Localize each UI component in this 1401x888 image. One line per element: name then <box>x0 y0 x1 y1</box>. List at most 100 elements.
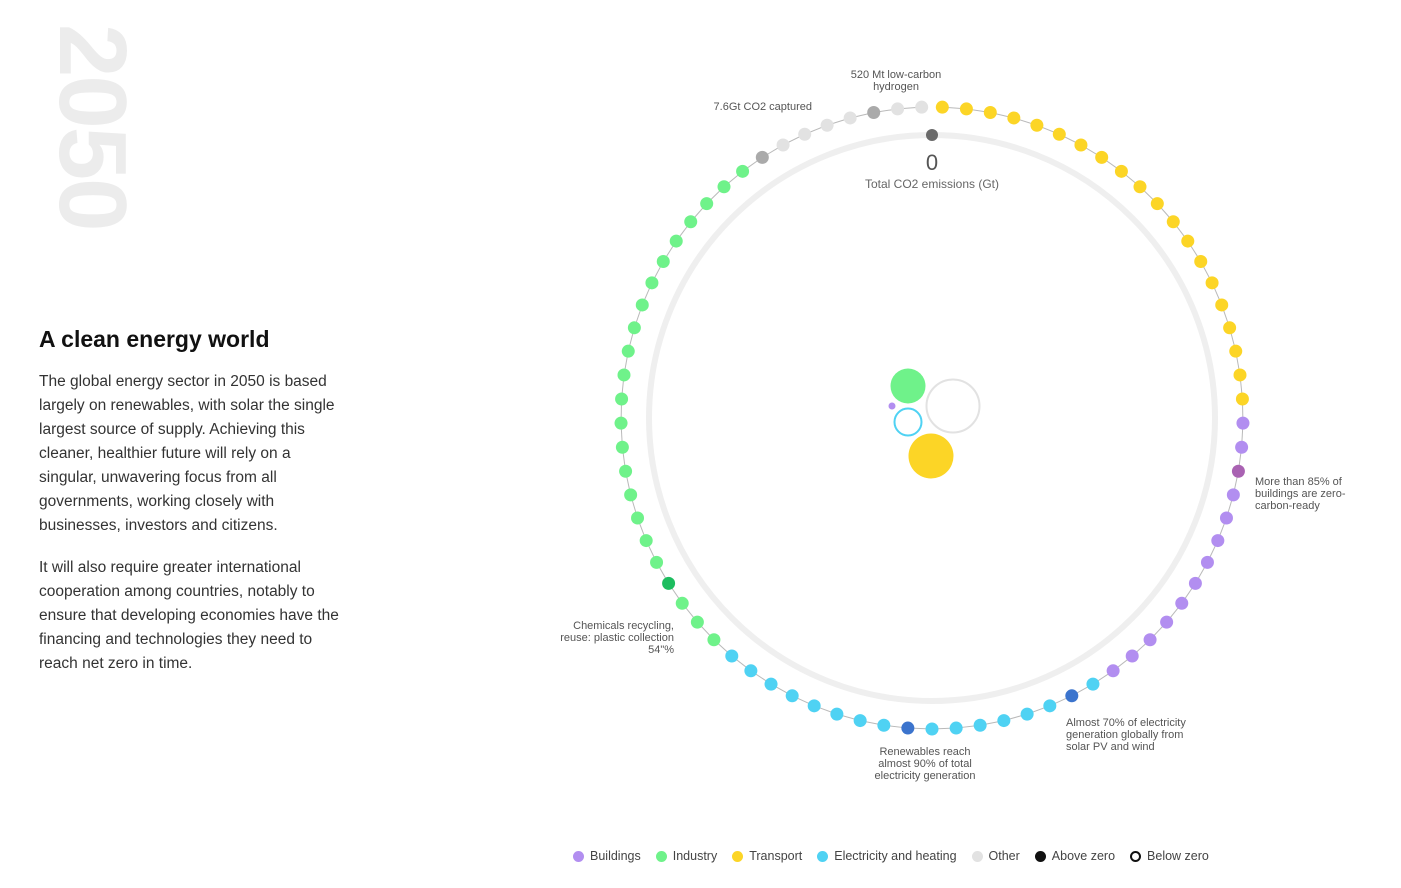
ring-dot-industry[interactable] <box>662 576 676 590</box>
ring-dot-industry[interactable] <box>684 215 698 229</box>
legend-label: Below zero <box>1147 849 1209 863</box>
ring-dot-transport[interactable] <box>1233 368 1247 382</box>
ring-dot-transport[interactable] <box>959 102 973 116</box>
ring-dot-electricity[interactable] <box>1043 699 1057 713</box>
ring-dot-industry[interactable] <box>707 633 721 647</box>
ring-dot-transport[interactable] <box>1205 276 1219 290</box>
ring-dot-electricity[interactable] <box>764 677 778 691</box>
ring-dot-industry[interactable] <box>617 368 631 382</box>
ring-dot-other[interactable] <box>820 118 834 132</box>
legend-label: Buildings <box>590 849 641 863</box>
ring-dot-other[interactable] <box>891 102 905 116</box>
emissions-ring-diagram[interactable]: 0 Total CO2 emissions (Gt) 520 Mt low-ca… <box>530 55 1390 815</box>
ring-dot-buildings[interactable] <box>1143 633 1157 647</box>
ring-dot-transport[interactable] <box>1114 164 1128 178</box>
ring-dot-electricity[interactable] <box>925 722 939 736</box>
ring-dot-industry[interactable] <box>736 164 750 178</box>
ring-dot-electricity[interactable] <box>1020 707 1034 721</box>
ring-dot-transport[interactable] <box>1194 254 1208 268</box>
ring-dot-industry[interactable] <box>639 534 653 548</box>
ring-dot-transport[interactable] <box>983 106 997 120</box>
ring-dot-transport[interactable] <box>935 100 949 114</box>
ring-dot-industry[interactable] <box>717 180 731 194</box>
ring-dot-electricity[interactable] <box>949 721 963 735</box>
ring-dot-electricity[interactable] <box>830 707 844 721</box>
ring-dot-industry[interactable] <box>615 392 629 406</box>
ring-dot-transport[interactable] <box>1223 321 1237 335</box>
ring-dot-transport[interactable] <box>1229 344 1243 358</box>
ring-dot-industry[interactable] <box>650 555 664 569</box>
annotation-line: 520 Mt low-carbon <box>851 69 942 81</box>
ring-dot-industry[interactable] <box>627 321 641 335</box>
ring-dot-electricity[interactable] <box>725 649 739 663</box>
ring-dot-buildings[interactable] <box>1175 596 1189 610</box>
ring-dot-buildings[interactable] <box>1235 440 1249 454</box>
ring-dot-buildings[interactable] <box>1231 464 1245 478</box>
ring-dot-buildings[interactable] <box>1226 488 1240 502</box>
ring-dot-industry[interactable] <box>690 615 704 629</box>
ring-dot-other[interactable] <box>755 150 769 164</box>
ring-dot-other[interactable] <box>867 106 881 120</box>
ring-dot-industry[interactable] <box>624 488 638 502</box>
ring-dot-electricity[interactable] <box>853 714 867 728</box>
ring-dot-transport[interactable] <box>1074 138 1088 152</box>
ring-dot-electricity[interactable] <box>807 699 821 713</box>
ring-dot-electricity[interactable] <box>877 718 891 732</box>
ring-dot-industry[interactable] <box>645 276 659 290</box>
ring-dot-industry[interactable] <box>619 464 633 478</box>
ring-dot-electricity[interactable] <box>785 689 799 703</box>
ring-dot-transport[interactable] <box>1150 197 1164 211</box>
ring-dot-transport[interactable] <box>1095 150 1109 164</box>
annotation-line: buildings are zero- <box>1255 488 1346 500</box>
ring-dot-buildings[interactable] <box>1236 416 1250 430</box>
ring-dot-industry[interactable] <box>669 234 683 248</box>
ring-dot-other[interactable] <box>776 138 790 152</box>
ring-dot-transport[interactable] <box>1030 118 1044 132</box>
ring-dot-transport[interactable] <box>1166 215 1180 229</box>
sector-bubble-buildings <box>888 402 896 410</box>
ring-dot-buildings[interactable] <box>1200 555 1214 569</box>
ring-dot-buildings[interactable] <box>1211 534 1225 548</box>
ring-dot-buildings[interactable] <box>1160 615 1174 629</box>
legend-item-above[interactable]: Above zero <box>1034 849 1115 863</box>
ring-dot-other[interactable] <box>798 127 812 141</box>
ring-dot-transport[interactable] <box>1007 111 1021 125</box>
ring-dot-electricity[interactable] <box>901 721 915 735</box>
ring-dot-industry[interactable] <box>700 197 714 211</box>
ring-dot-electricity[interactable] <box>1086 677 1100 691</box>
legend-item-buildings[interactable]: Buildings <box>573 849 641 863</box>
annotation-line: generation globally from <box>1066 729 1183 741</box>
sector-bubble-industry <box>890 368 926 404</box>
ring-dot-transport[interactable] <box>1133 180 1147 194</box>
ring-dot-electricity[interactable] <box>1065 689 1079 703</box>
legend-item-transport[interactable]: Transport <box>732 849 802 863</box>
ring-dot-industry[interactable] <box>656 254 670 268</box>
ring-dot-industry[interactable] <box>635 298 649 312</box>
ring-dot-industry[interactable] <box>614 416 628 430</box>
ring-dot-industry[interactable] <box>675 596 689 610</box>
ring-dot-transport[interactable] <box>1181 234 1195 248</box>
ring-dot-electricity[interactable] <box>997 714 1011 728</box>
section-headline: A clean energy world <box>39 326 270 352</box>
ring-dot-electricity[interactable] <box>744 664 758 678</box>
legend-item-other[interactable]: Other <box>971 849 1020 863</box>
ring-dot-industry[interactable] <box>631 511 645 525</box>
ring-dot-transport[interactable] <box>1215 298 1229 312</box>
ring-dot-industry[interactable] <box>615 440 629 454</box>
legend-item-electricity[interactable]: Electricity and heating <box>817 849 957 863</box>
legend-swatch <box>573 850 584 862</box>
legend-item-industry[interactable]: Industry <box>655 849 717 863</box>
center-value: 0 <box>926 150 938 175</box>
sector-bubble-group <box>888 368 981 479</box>
ring-dot-transport[interactable] <box>1235 392 1249 406</box>
ring-dot-transport[interactable] <box>1052 127 1066 141</box>
ring-dot-electricity[interactable] <box>973 718 987 732</box>
ring-dot-buildings[interactable] <box>1125 649 1139 663</box>
ring-dot-buildings[interactable] <box>1188 576 1202 590</box>
ring-dot-industry[interactable] <box>621 344 635 358</box>
ring-dot-other[interactable] <box>843 111 857 125</box>
legend-item-below[interactable]: Below zero <box>1130 849 1209 863</box>
ring-dot-buildings[interactable] <box>1106 664 1120 678</box>
ring-dot-other[interactable] <box>915 100 929 114</box>
ring-dot-buildings[interactable] <box>1219 511 1233 525</box>
